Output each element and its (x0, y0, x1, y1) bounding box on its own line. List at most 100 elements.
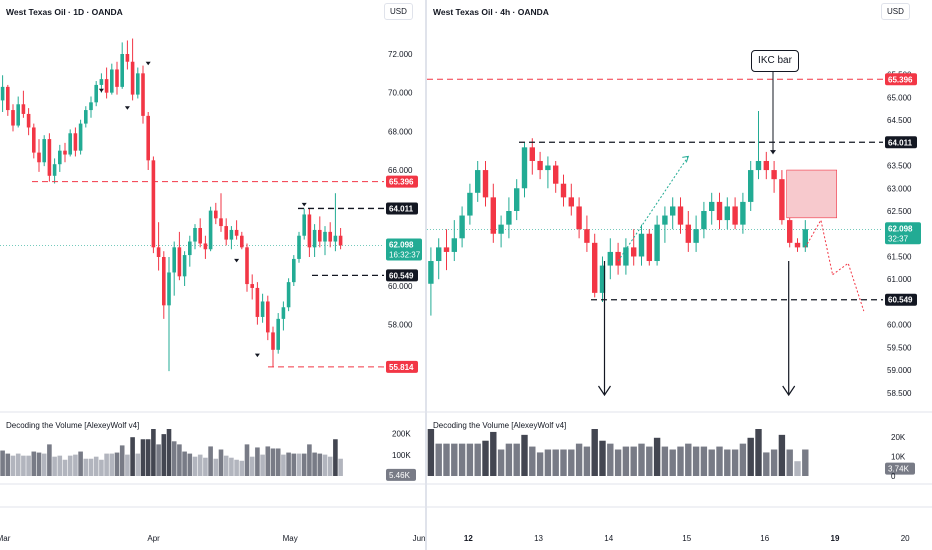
volume-bar (327, 456, 333, 476)
volume-bar (78, 451, 83, 476)
candle-body (670, 206, 676, 216)
volume-bar (41, 453, 47, 476)
volume-bar (145, 439, 151, 476)
date-tick-label: 12 (464, 534, 473, 543)
volume-bar (301, 453, 307, 476)
last-price-tag (885, 222, 921, 245)
candle-body (250, 284, 254, 288)
candle-body (37, 152, 41, 163)
candle-body (271, 332, 275, 350)
volume-bar (685, 443, 692, 476)
indicator-title: Decoding the Volume [AlexeyWolf v4] (6, 421, 140, 430)
candle-body (63, 150, 67, 155)
volume-bar (646, 446, 653, 476)
volume-bar (260, 454, 265, 476)
candle-body (198, 228, 202, 244)
projection-up-head (682, 155, 690, 163)
last-price-label: 62.098 (389, 240, 414, 249)
volume-bar (802, 449, 809, 476)
volume-bar (73, 454, 78, 476)
level-price-label: 65.396 (389, 178, 414, 187)
volume-bar (0, 450, 5, 476)
candle-body (182, 255, 187, 277)
candle-body (162, 257, 166, 306)
signal-marker (98, 88, 104, 93)
price-tick-label: 72.000 (388, 50, 413, 59)
volume-bar (591, 429, 598, 476)
level-price-tag (386, 202, 418, 215)
candle-body (104, 79, 109, 93)
candle-body (338, 235, 343, 246)
candle-body (709, 201, 715, 211)
currency-label[interactable]: USD (384, 3, 413, 20)
volume-last-tag (386, 468, 416, 481)
candle-body (42, 139, 46, 163)
candle-body (229, 229, 234, 240)
volume-bar (31, 451, 37, 476)
volume-bar (669, 449, 676, 476)
candle-body (763, 160, 769, 171)
volume-bar (275, 448, 281, 476)
volume-bar (770, 449, 778, 476)
volume-bar (599, 440, 606, 476)
candle-body (443, 247, 450, 252)
4h-chart-canvas[interactable]: 65.50065.00064.50063.50063.00062.50061.5… (427, 0, 932, 550)
candle-body (685, 224, 691, 243)
candle-body (156, 247, 161, 257)
candle-body (599, 265, 606, 293)
candle-body (529, 147, 535, 161)
candle-body (245, 247, 249, 285)
candle-body (615, 251, 621, 266)
candle-body (240, 235, 244, 248)
candle-body (623, 247, 629, 266)
price-tick-label: 61.000 (887, 275, 912, 284)
candle-body (224, 226, 228, 240)
volume-bar (125, 454, 130, 476)
volume-bar (490, 431, 497, 476)
volume-bar (692, 446, 700, 476)
candle-body (47, 139, 52, 176)
daily-chart-canvas[interactable]: 72.00070.00068.00066.00062.00060.00058.0… (0, 0, 425, 550)
volume-bar (322, 454, 328, 476)
date-tick-label: 13 (534, 534, 543, 543)
candle-body (286, 282, 291, 308)
candle-body (467, 192, 473, 216)
candle-body (451, 238, 457, 252)
candle-body (779, 179, 785, 221)
volume-bar (114, 452, 120, 476)
candle-body (6, 86, 10, 111)
price-tick-label: 63.500 (887, 162, 912, 171)
signal-marker (254, 353, 260, 358)
panel-divider[interactable] (425, 0, 427, 550)
candle-body (26, 113, 31, 128)
candle-body (490, 197, 496, 234)
4h-chart-panel[interactable]: 65.50065.00064.50063.50063.00062.50061.5… (427, 0, 932, 550)
candle-body (312, 229, 317, 248)
daily-chart-panel[interactable]: 72.00070.00068.00066.00062.00060.00058.0… (0, 0, 425, 550)
candle-body (32, 127, 36, 153)
candle-body (193, 228, 197, 242)
price-tick-label: 60.000 (388, 282, 413, 291)
candle-body (732, 206, 738, 225)
candle-body (58, 150, 62, 165)
volume-bar (529, 446, 536, 476)
price-tick-label: 65.000 (887, 93, 912, 102)
volume-bar (218, 449, 224, 476)
candle-body (631, 247, 637, 257)
volume-bar (171, 441, 177, 476)
volume-bar (57, 455, 63, 476)
candle-body (130, 61, 135, 95)
volume-bar (130, 437, 135, 476)
price-tick-label: 64.500 (887, 116, 912, 125)
volume-tick-label: 10K (891, 452, 906, 461)
candle-body (701, 211, 707, 230)
volume-bar (435, 443, 442, 476)
volume-bar (513, 443, 520, 476)
candle-body (208, 210, 213, 250)
candle-body (260, 301, 265, 317)
date-tick-label: May (283, 534, 298, 543)
currency-label[interactable]: USD (881, 3, 910, 20)
volume-bar (104, 453, 109, 476)
volume-bar (333, 439, 338, 476)
volume-bar (708, 449, 715, 476)
